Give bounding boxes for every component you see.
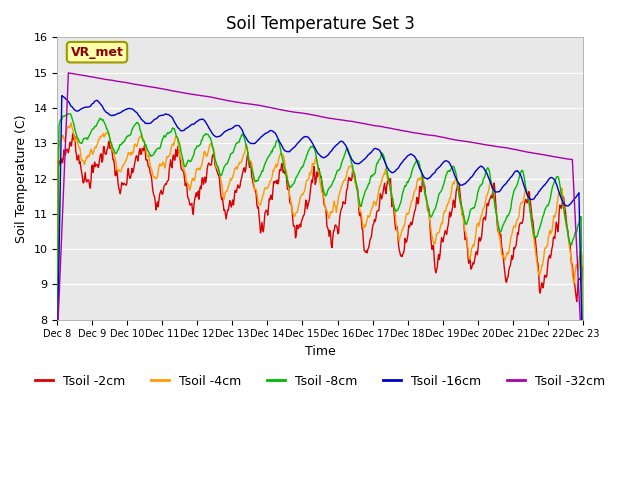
Text: VR_met: VR_met	[70, 46, 124, 59]
Legend: Tsoil -2cm, Tsoil -4cm, Tsoil -8cm, Tsoil -16cm, Tsoil -32cm: Tsoil -2cm, Tsoil -4cm, Tsoil -8cm, Tsoi…	[29, 370, 611, 393]
X-axis label: Time: Time	[305, 345, 335, 358]
Y-axis label: Soil Temperature (C): Soil Temperature (C)	[15, 114, 28, 243]
Title: Soil Temperature Set 3: Soil Temperature Set 3	[225, 15, 415, 33]
